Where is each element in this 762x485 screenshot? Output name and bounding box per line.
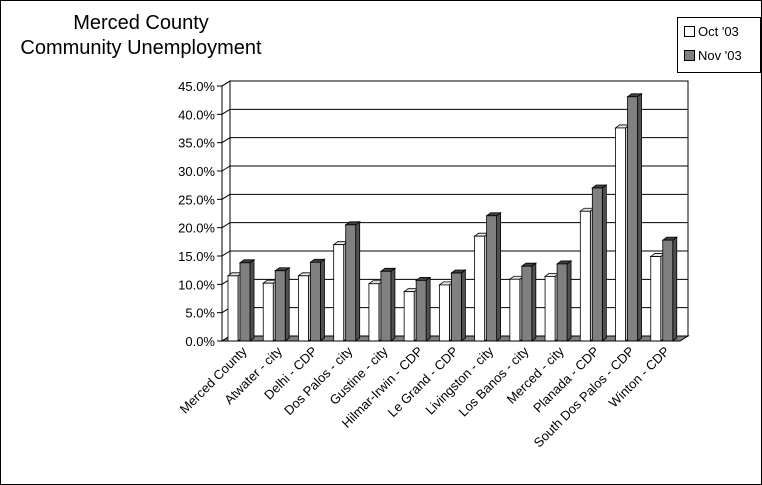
legend-item-nov: Nov '03 xyxy=(684,48,742,63)
y-tick-label: 25.0% xyxy=(178,192,215,207)
y-tick-label: 35.0% xyxy=(178,136,215,151)
bar-oct xyxy=(438,284,450,342)
chart-legend: Oct '03 Nov '03 xyxy=(677,17,761,73)
bar-oct xyxy=(615,127,626,342)
gridline-side xyxy=(221,193,231,200)
bar-side xyxy=(460,269,466,342)
bar-side xyxy=(601,184,607,342)
gridline-side xyxy=(221,108,231,115)
bar-oct xyxy=(262,282,274,342)
bar-oct xyxy=(368,283,380,342)
bar-nov xyxy=(627,96,638,342)
y-tick-label: 15.0% xyxy=(178,249,215,264)
bar-oct xyxy=(227,275,239,342)
bar-oct xyxy=(403,291,415,342)
bar-side xyxy=(425,276,431,342)
bar-side xyxy=(637,92,642,342)
y-tick-label: 30.0% xyxy=(178,164,215,179)
bar-nov xyxy=(274,270,286,342)
y-tick-label: 45.0% xyxy=(178,79,215,94)
bar-side xyxy=(249,258,255,342)
bar-nov xyxy=(450,272,462,342)
bar-oct xyxy=(298,275,309,342)
bar-nov xyxy=(556,263,568,342)
chart-title: Merced County Community Unemployment xyxy=(1,11,281,61)
bar-side xyxy=(496,211,502,342)
bar-nov xyxy=(486,215,498,342)
bar-nov xyxy=(662,239,674,342)
bar-side xyxy=(284,266,290,342)
bar-nov xyxy=(345,224,357,342)
bar-side xyxy=(320,258,325,342)
bar-nov xyxy=(415,279,427,342)
bar-nov xyxy=(591,187,603,342)
legend-label-oct: Oct '03 xyxy=(698,24,739,39)
chart-title-line-1: Merced County xyxy=(73,12,209,34)
bar-nov xyxy=(239,262,251,342)
bar-oct xyxy=(544,275,556,342)
bar-oct xyxy=(509,278,521,342)
chart-title-line-2: Community Unemployment xyxy=(20,37,262,59)
y-tick-label: 5.0% xyxy=(185,306,215,321)
gridline-side xyxy=(221,80,231,87)
gridline-side xyxy=(221,137,231,144)
bar-nov xyxy=(521,265,533,342)
legend-swatch-nov xyxy=(684,50,695,61)
bar-side xyxy=(355,221,361,342)
legend-swatch-oct xyxy=(684,26,695,37)
legend-label-nov: Nov '03 xyxy=(698,48,742,63)
y-tick-label: 10.0% xyxy=(178,277,215,292)
bar-nov xyxy=(310,261,321,342)
y-tick-label: 0.0% xyxy=(185,334,215,349)
gridline-side xyxy=(221,250,231,257)
legend-item-oct: Oct '03 xyxy=(684,24,739,39)
y-tick-label: 20.0% xyxy=(178,221,215,236)
bar-side xyxy=(390,267,396,342)
bar-oct xyxy=(650,256,662,342)
bar-nov xyxy=(380,270,392,342)
bar-oct xyxy=(579,210,591,342)
bar-side xyxy=(566,260,572,342)
bar-side xyxy=(531,262,537,342)
gridline-side xyxy=(221,222,231,229)
bar-oct xyxy=(474,235,486,342)
gridline-side xyxy=(221,165,231,172)
bar-oct xyxy=(333,244,345,342)
y-tick-label: 40.0% xyxy=(178,107,215,122)
bar-side xyxy=(672,236,678,342)
